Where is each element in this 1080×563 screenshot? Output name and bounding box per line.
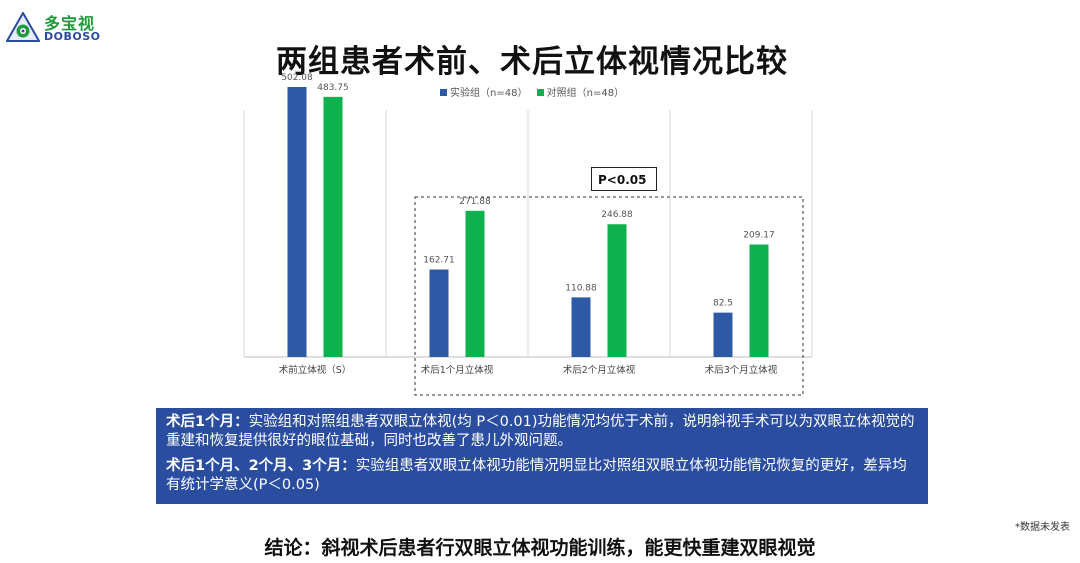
data-label: 110.88 bbox=[565, 283, 597, 293]
finding-1-text: 实验组和对照组患者双眼立体视(均 P＜0.01)功能情况均优于术前，说明斜视手术… bbox=[166, 414, 915, 449]
finding-1: 术后1个月：实验组和对照组患者双眼立体视(均 P＜0.01)功能情况均优于术前，… bbox=[166, 413, 918, 451]
legend-item-control: 对照组（n=48） bbox=[536, 84, 625, 99]
finding-1-heading: 术后1个月： bbox=[166, 414, 249, 430]
legend-swatch-experimental bbox=[440, 89, 447, 96]
brand-logo: 多宝视 DOBOSO bbox=[6, 8, 116, 44]
legend-swatch-control bbox=[536, 89, 544, 96]
conclusion: 结论：斜视术后患者行双眼立体视功能训练，能更快重建双眼视觉 bbox=[264, 537, 816, 559]
data-label: 209.17 bbox=[743, 231, 775, 241]
brand-name-cn: 多宝视 bbox=[44, 14, 96, 33]
doboso-logo-icon bbox=[6, 12, 40, 42]
legend-item-experimental: 实验组（n=48） bbox=[440, 84, 527, 99]
data-label: 246.88 bbox=[601, 210, 633, 220]
bar-experimental bbox=[287, 87, 307, 357]
finding-2: 术后1个月、2个月、3个月：实验组患者双眼立体视功能情况明显比对照组双眼立体视功… bbox=[166, 457, 918, 495]
legend-label-control: 对照组（n=48） bbox=[546, 88, 625, 99]
x-tick-label: 术前立体视（S） bbox=[279, 364, 352, 376]
bar-control bbox=[323, 96, 343, 358]
finding-2-heading: 术后1个月、2个月、3个月： bbox=[166, 458, 356, 474]
x-tick-label: 术后2个月立体视 bbox=[563, 364, 636, 376]
data-label: 483.75 bbox=[317, 83, 349, 93]
significance-region bbox=[414, 196, 804, 396]
bar-control bbox=[465, 210, 485, 357]
data-label: 271.88 bbox=[459, 197, 491, 207]
significance-box: P<0.05 bbox=[591, 167, 657, 191]
chart-legend: 实验组（n=48） 对照组（n=48） bbox=[440, 84, 630, 99]
bar-experimental bbox=[571, 297, 591, 357]
bar-experimental bbox=[713, 312, 733, 357]
x-tick-label: 术后3个月立体视 bbox=[705, 364, 778, 376]
findings-panel: 术后1个月：实验组和对照组患者双眼立体视(均 P＜0.01)功能情况均优于术前，… bbox=[156, 408, 928, 504]
finding-2-text: 实验组患者双眼立体视功能情况明显比对照组双眼立体视功能情况恢复的更好，差异均有统… bbox=[166, 458, 907, 493]
x-tick-label: 术后1个月立体视 bbox=[421, 364, 494, 376]
slide-title: 两组患者术前、术后立体视情况比较 bbox=[276, 44, 788, 80]
footnote: *数据未发表 bbox=[1015, 522, 1070, 533]
legend-label-experimental: 实验组（n=48） bbox=[450, 88, 528, 99]
data-label: 82.5 bbox=[713, 299, 733, 309]
brand-name-en: DOBOSO bbox=[44, 30, 101, 43]
bar-experimental bbox=[429, 269, 449, 357]
data-label: 502.08 bbox=[281, 73, 313, 83]
bar-control bbox=[749, 244, 769, 357]
data-label: 162.71 bbox=[423, 256, 455, 266]
bar-control bbox=[607, 224, 627, 357]
